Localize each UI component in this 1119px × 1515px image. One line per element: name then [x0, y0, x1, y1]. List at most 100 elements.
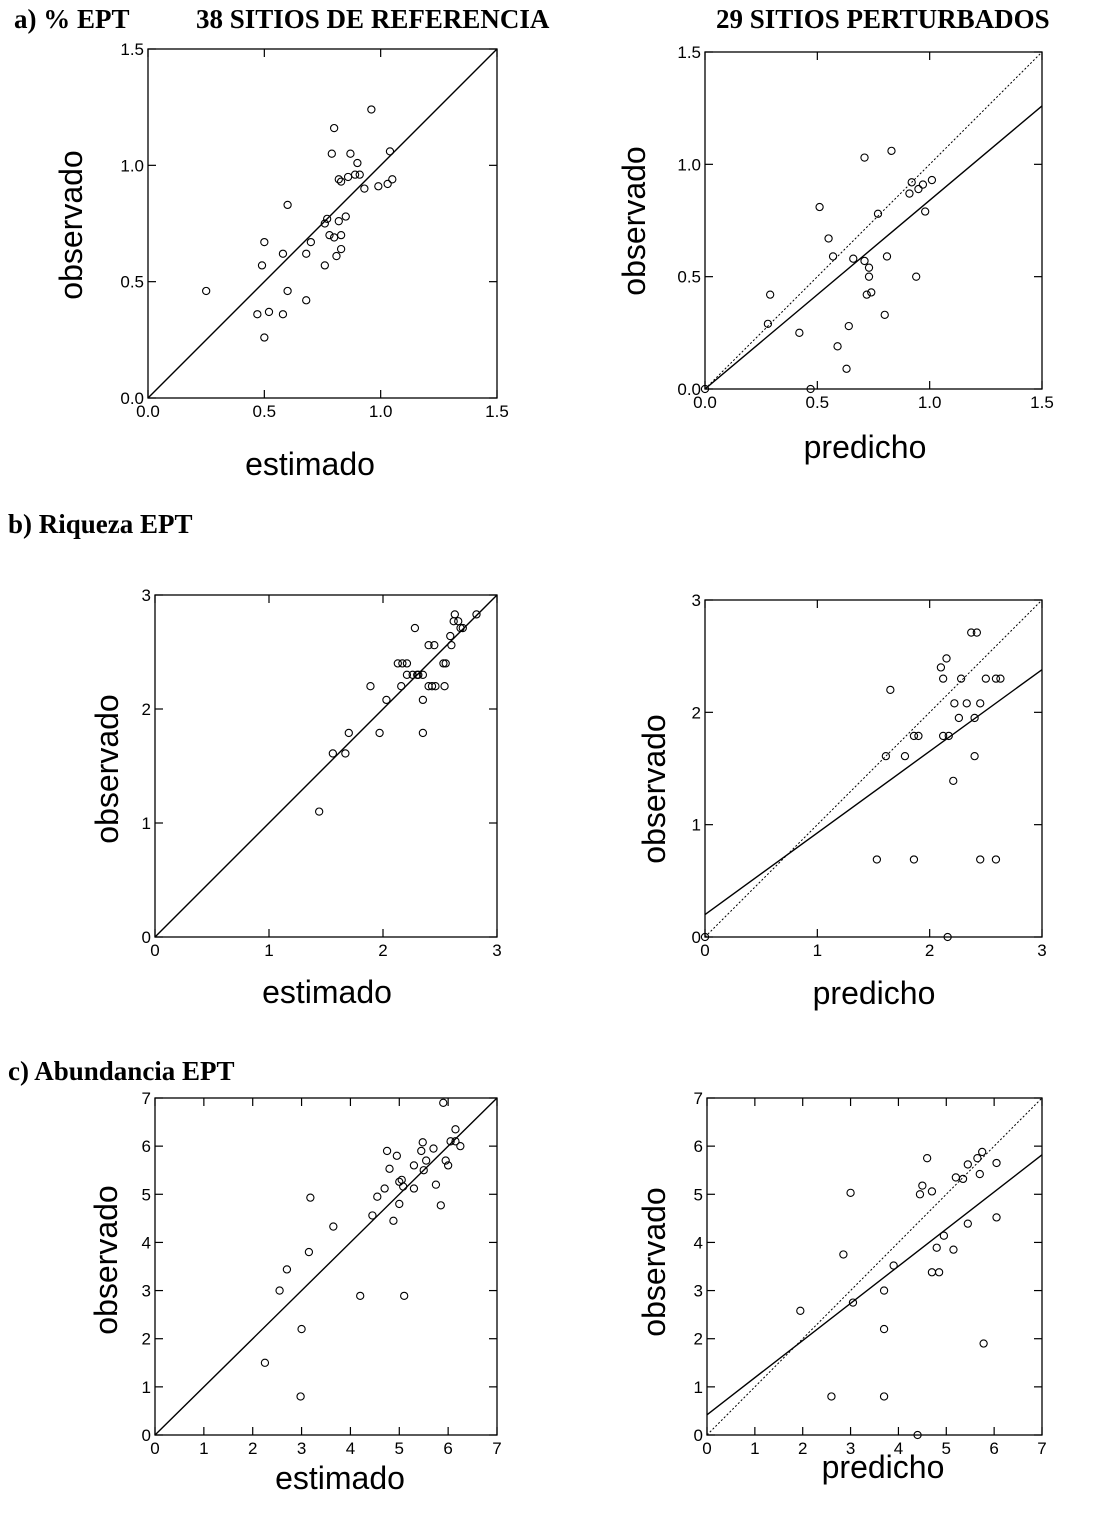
- data-point: [936, 1269, 943, 1276]
- data-point: [361, 185, 368, 192]
- x-tick-label: 0.5: [253, 402, 277, 421]
- data-point: [393, 1152, 400, 1159]
- data-point: [345, 729, 352, 736]
- x-tick-label: 1: [199, 1439, 208, 1458]
- y-tick-label: 2: [142, 1330, 151, 1349]
- identity-line: [705, 600, 1042, 937]
- data-point: [398, 683, 405, 690]
- y-tick-label: 5: [694, 1185, 703, 1204]
- data-point: [881, 311, 888, 318]
- data-point: [829, 253, 836, 260]
- data-point: [883, 253, 890, 260]
- data-point: [880, 1393, 887, 1400]
- data-point: [915, 732, 922, 739]
- x-tick-label: 2: [248, 1439, 257, 1458]
- data-point: [396, 1200, 403, 1207]
- data-point: [400, 1183, 407, 1190]
- chart-b-dist: 0 1 2 30123predichoobservado: [636, 591, 1047, 1011]
- data-point: [873, 856, 880, 863]
- data-point: [901, 753, 908, 760]
- x-tick-label: 1.5: [1030, 393, 1054, 412]
- data-point: [390, 1217, 397, 1224]
- data-point: [375, 183, 382, 190]
- data-point: [410, 1185, 417, 1192]
- x-tick-label: 1: [813, 941, 822, 960]
- data-point: [284, 201, 291, 208]
- x-tick-label: 7: [492, 1439, 501, 1458]
- data-point: [368, 106, 375, 113]
- data-point: [344, 173, 351, 180]
- data-point: [354, 159, 361, 166]
- data-point: [432, 1181, 439, 1188]
- data-point: [342, 213, 349, 220]
- data-point: [367, 683, 374, 690]
- data-point: [265, 308, 272, 315]
- regression-line: [707, 1155, 1042, 1415]
- data-point: [321, 262, 328, 269]
- data-point: [316, 808, 323, 815]
- data-point: [992, 856, 999, 863]
- x-tick-label: 0: [700, 941, 709, 960]
- x-axis-label: predicho: [822, 1449, 945, 1485]
- data-point: [993, 1159, 1000, 1166]
- data-point: [982, 675, 989, 682]
- data-point: [284, 287, 291, 294]
- data-point: [329, 750, 336, 757]
- x-tick-label: 2: [925, 941, 934, 960]
- data-point: [924, 1155, 931, 1162]
- regression-line: [155, 1098, 497, 1435]
- regression-line: [705, 106, 1042, 389]
- y-axis-label: observado: [636, 714, 672, 863]
- y-tick-label: 0: [142, 928, 151, 947]
- data-point: [403, 660, 410, 667]
- data-point: [906, 190, 913, 197]
- y-tick-label: 0.0: [677, 380, 701, 399]
- x-tick-label: 6: [989, 1439, 998, 1458]
- x-tick-label: 1.0: [369, 402, 393, 421]
- y-axis-label: observado: [89, 694, 125, 843]
- y-tick-label: 0: [692, 928, 701, 947]
- x-tick-label: 3: [1037, 941, 1046, 960]
- data-point: [796, 329, 803, 336]
- x-tick-label: 1.0: [918, 393, 942, 412]
- y-tick-label: 1.5: [677, 43, 701, 62]
- x-tick-label: 2: [378, 941, 387, 960]
- data-point: [419, 1139, 426, 1146]
- data-point: [997, 675, 1004, 682]
- data-point: [297, 1393, 304, 1400]
- data-point: [423, 1157, 430, 1164]
- y-tick-label: 4: [142, 1233, 151, 1252]
- data-point: [834, 343, 841, 350]
- x-axis-label: estimado: [245, 446, 375, 482]
- y-tick-label: 2: [694, 1330, 703, 1349]
- data-point: [451, 611, 458, 618]
- identity-line: [707, 1098, 1042, 1435]
- data-point: [457, 1143, 464, 1150]
- data-point: [880, 1325, 887, 1332]
- data-point: [452, 1126, 459, 1133]
- data-point: [955, 714, 962, 721]
- data-point: [916, 1191, 923, 1198]
- data-point: [254, 311, 261, 318]
- y-tick-label: 0.0: [120, 389, 144, 408]
- y-tick-label: 0: [694, 1426, 703, 1445]
- y-axis-label: observado: [88, 1185, 124, 1334]
- data-point: [338, 245, 345, 252]
- y-tick-label: 7: [142, 1089, 151, 1108]
- data-point: [847, 1189, 854, 1196]
- data-point: [440, 1099, 447, 1106]
- y-tick-label: 3: [142, 1282, 151, 1301]
- data-point: [381, 1185, 388, 1192]
- data-point: [950, 777, 957, 784]
- data-point: [940, 675, 947, 682]
- y-tick-label: 1: [694, 1378, 703, 1397]
- data-point: [887, 686, 894, 693]
- data-point: [845, 322, 852, 329]
- regression-line: [155, 595, 497, 937]
- data-point: [922, 208, 929, 215]
- regression-line: [148, 49, 497, 398]
- data-point: [976, 1170, 983, 1177]
- y-tick-label: 5: [142, 1185, 151, 1204]
- y-axis-label: observado: [636, 1187, 672, 1336]
